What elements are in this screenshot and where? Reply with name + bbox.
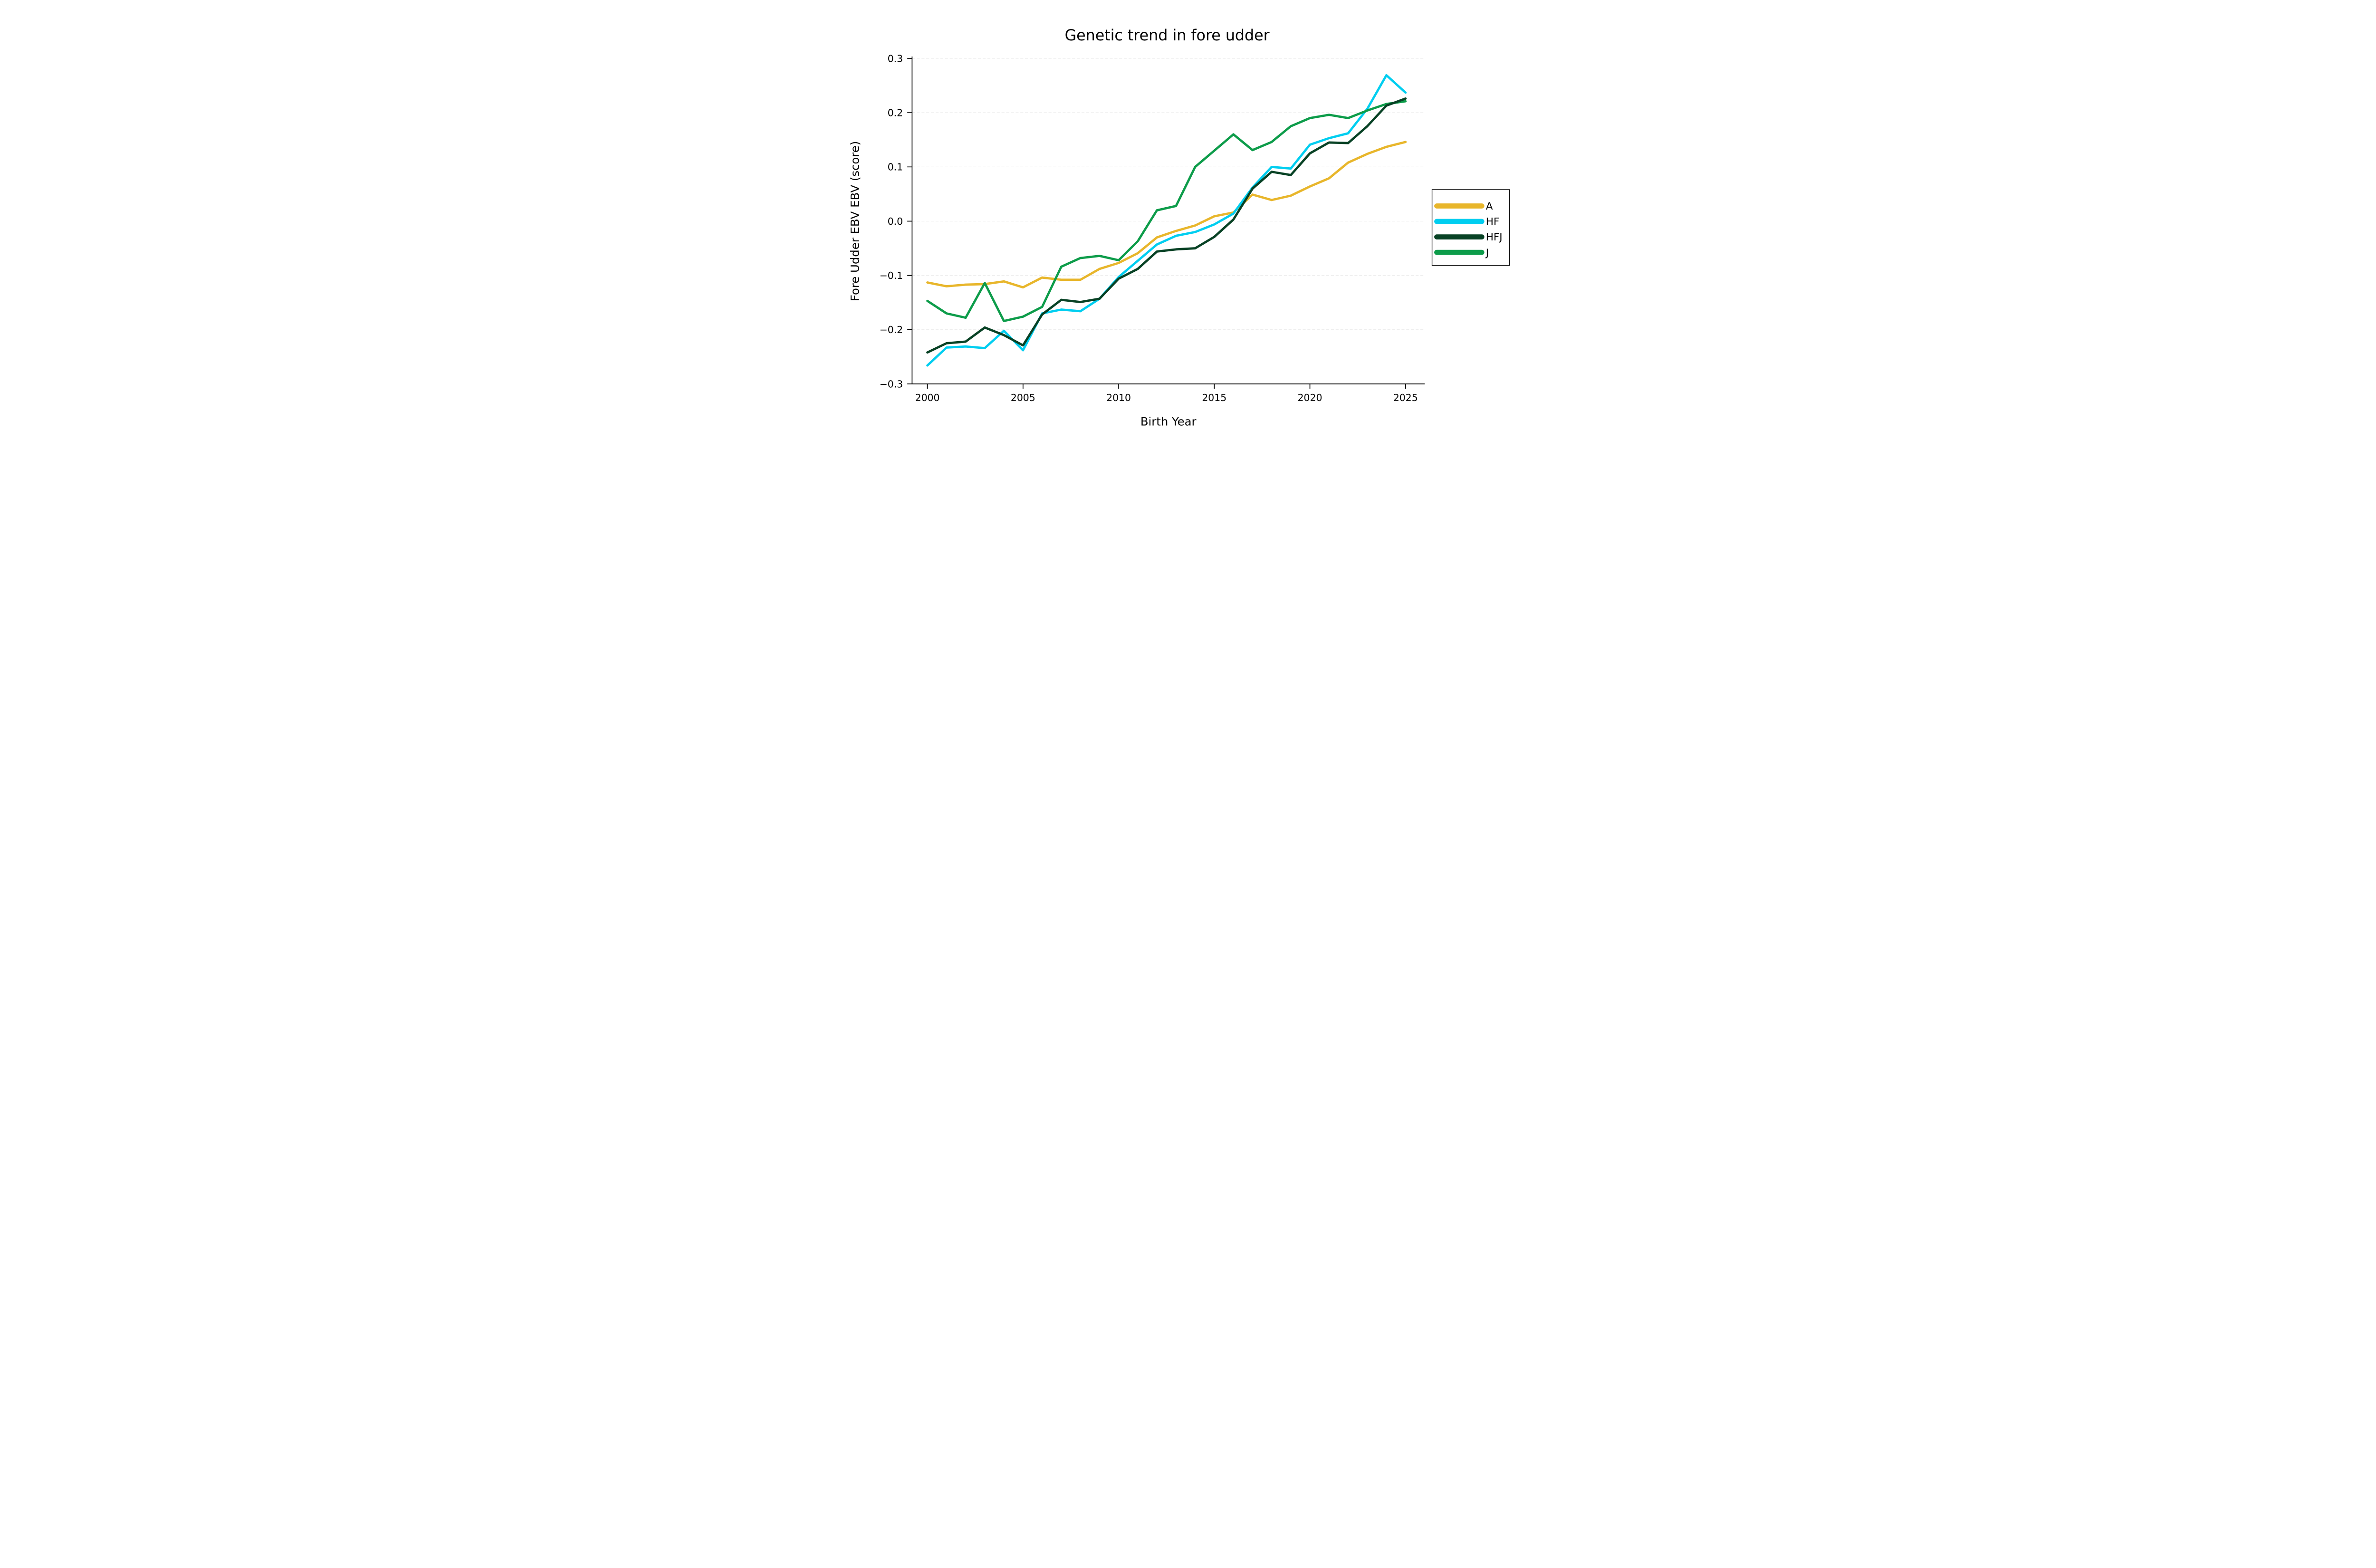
line-chart: 0.3 0.2 0.1 0.0 −0.1 −0.2 −0.3 2000 2005 2010 2015… [848, 27, 1510, 429]
series-line-HFJ [926, 97, 1407, 354]
legend-label-HFJ: HFJ [1486, 231, 1503, 243]
x-tick-label: 2005 [1011, 392, 1035, 403]
x-tick-label: 2020 [1298, 392, 1322, 403]
series-lines [926, 74, 1407, 367]
y-tick-label: −0.3 [880, 378, 903, 390]
y-tick-label: −0.1 [880, 270, 903, 281]
y-tick-label: 0.2 [888, 107, 903, 118]
x-tick-label: 2000 [915, 392, 940, 403]
x-tick-label: 2015 [1202, 392, 1226, 403]
x-axis-label: Birth Year [1140, 415, 1197, 429]
legend: A HF HFJ J [1431, 189, 1510, 266]
series-line-A [926, 141, 1407, 289]
series-line-HF [926, 74, 1407, 367]
legend-label-J: J [1485, 247, 1489, 259]
x-tick-label: 2025 [1393, 392, 1418, 403]
axes: 0.3 0.2 0.1 0.0 −0.1 −0.2 −0.3 2000 2005 2010 2015… [880, 53, 1425, 403]
y-tick-label: −0.2 [880, 324, 903, 335]
y-tick-label: 0.3 [888, 53, 903, 64]
gridlines [912, 58, 1425, 384]
figure: 0.3 0.2 0.1 0.0 −0.1 −0.2 −0.3 2000 2005 2010 2015… [825, 0, 1551, 444]
y-tick-label: 0.0 [888, 216, 903, 227]
legend-label-HF: HF [1486, 216, 1500, 228]
x-tick-label: 2010 [1106, 392, 1131, 403]
chart-title: Genetic trend in fore udder [1065, 27, 1270, 44]
legend-label-A: A [1486, 201, 1493, 212]
y-axis-label: Fore Udder EBV EBV (score) [848, 141, 862, 301]
series-line-J [926, 100, 1407, 322]
y-tick-label: 0.1 [888, 162, 903, 173]
legend-items: A HF HFJ J [1434, 201, 1503, 259]
